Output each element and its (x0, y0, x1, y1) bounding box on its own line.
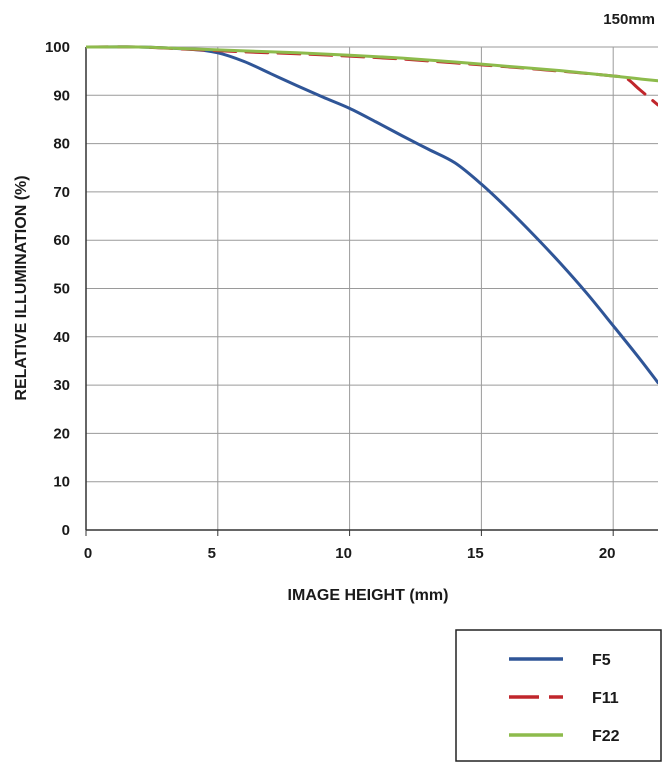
series-line-f22 (86, 45, 658, 83)
y-tick-label-6: 60 (53, 232, 70, 249)
legend-label-f22: F22 (592, 728, 620, 745)
x-tick-label-2: 10 (335, 545, 352, 562)
chart-corner-title: 150mm (603, 11, 655, 28)
y-tick-label-5: 50 (53, 281, 70, 298)
y-tick-label-8: 80 (53, 136, 70, 153)
series-lines (86, 45, 658, 385)
y-tick-label-9: 90 (53, 87, 70, 104)
x-tick-label-0: 0 (84, 545, 92, 562)
x-axis-title: IMAGE HEIGHT (mm) (288, 587, 449, 604)
y-tick-label-4: 40 (53, 329, 70, 346)
y-axis-title: RELATIVE ILLUMINATION (%) (13, 175, 30, 400)
grid-lines (86, 46, 658, 531)
y-tick-label-7: 70 (53, 184, 70, 201)
y-tick-label-1: 10 (53, 474, 70, 491)
tick-labels: 0 10 20 30 40 50 60 70 80 90 100 0 5 10 15 20 (45, 39, 616, 562)
series-line-f5 (86, 45, 658, 385)
x-tick-label-1: 5 (208, 545, 216, 562)
y-tick-label-3: 30 (53, 377, 70, 394)
x-tick-label-4: 20 (599, 545, 616, 562)
y-tick-label-0: 0 (62, 522, 70, 539)
x-tick-label-3: 15 (467, 545, 484, 562)
legend: F5 F11 F22 (455, 629, 662, 762)
y-tick-label-10: 100 (45, 39, 70, 56)
axes (85, 47, 658, 536)
y-tick-label-2: 20 (53, 425, 70, 442)
legend-label-f11: F11 (592, 690, 619, 707)
legend-label-f5: F5 (592, 652, 611, 669)
